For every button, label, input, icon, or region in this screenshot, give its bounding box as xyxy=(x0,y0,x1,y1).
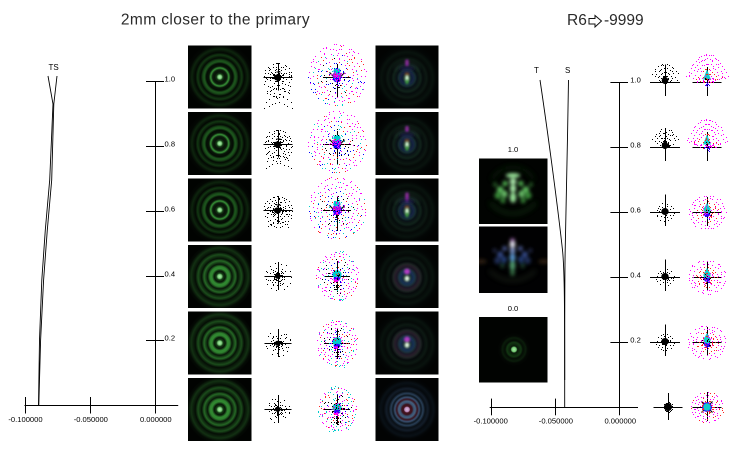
svg-text:0.0: 0.0 xyxy=(508,304,519,313)
svg-text:-0.100000: -0.100000 xyxy=(8,415,42,424)
svg-text:2mm closer to the primary: 2mm closer to the primary xyxy=(121,12,310,29)
svg-text:1.0: 1.0 xyxy=(165,75,176,84)
svg-text:TS: TS xyxy=(49,63,59,72)
svg-text:-0.100000: -0.100000 xyxy=(474,417,508,426)
svg-text:R6: R6 xyxy=(567,12,587,29)
svg-text:0.000000: 0.000000 xyxy=(140,415,172,424)
svg-text:T: T xyxy=(534,66,539,75)
svg-text:0.8: 0.8 xyxy=(630,141,641,150)
svg-text:1.0: 1.0 xyxy=(630,76,641,85)
svg-text:0.6: 0.6 xyxy=(165,205,176,214)
svg-text:-9999: -9999 xyxy=(604,12,644,29)
svg-text:0.2: 0.2 xyxy=(165,334,176,343)
svg-text:0.2: 0.2 xyxy=(630,336,641,345)
svg-text:-0.050000: -0.050000 xyxy=(539,417,573,426)
svg-text:0.000000: 0.000000 xyxy=(604,417,636,426)
svg-text:0.8: 0.8 xyxy=(165,140,176,149)
svg-text:-0.050000: -0.050000 xyxy=(74,415,108,424)
svg-text:S: S xyxy=(565,66,570,75)
svg-text:0.4: 0.4 xyxy=(165,270,176,279)
svg-text:0.4: 0.4 xyxy=(630,271,641,280)
svg-text:0.6: 0.6 xyxy=(630,206,641,215)
svg-text:1.0: 1.0 xyxy=(508,145,519,154)
